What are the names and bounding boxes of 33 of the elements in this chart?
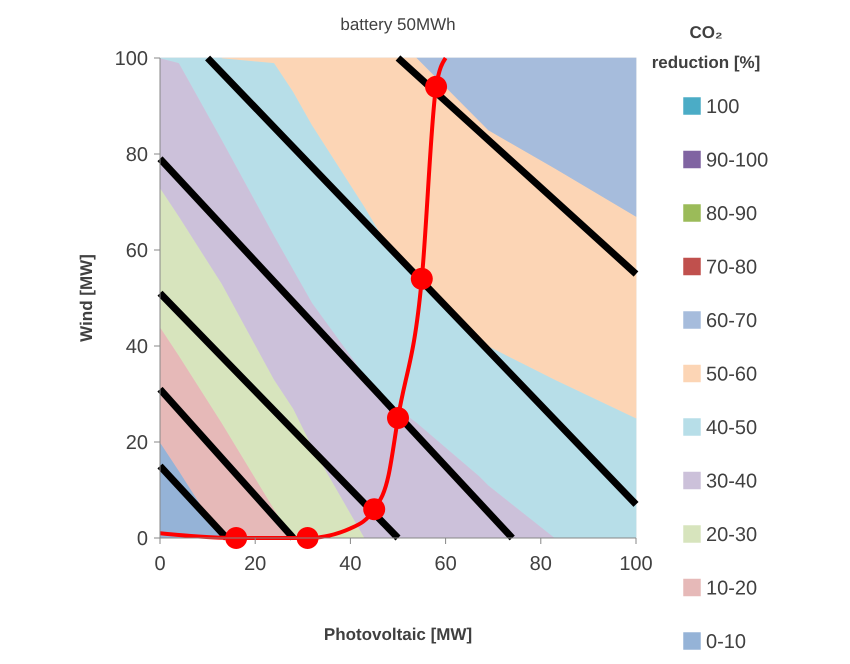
- legend-label: 0-10: [706, 631, 746, 653]
- x-tick-label: 0: [154, 553, 166, 575]
- y-tick-label: 0: [136, 528, 148, 550]
- point: [387, 407, 409, 429]
- legend-label: 100: [706, 96, 740, 118]
- y-tick-label: 20: [126, 432, 148, 454]
- legend-label: 70-80: [706, 256, 758, 278]
- legend-title: CO₂ reduction [%]: [652, 23, 760, 72]
- legend-label: 90-100: [706, 150, 768, 172]
- legend-label: 30-40: [706, 470, 758, 492]
- point: [410, 268, 433, 290]
- x-axis-title: Photovoltaic [MW]: [324, 625, 472, 644]
- y-tick-label: 80: [126, 144, 148, 166]
- legend-label: 80-90: [706, 203, 758, 225]
- point: [363, 498, 386, 520]
- point: [425, 76, 448, 98]
- point: [296, 527, 319, 549]
- legend-label: 50-60: [706, 364, 758, 386]
- y-tick-label: 100: [114, 48, 148, 70]
- y-tick-label: 40: [126, 336, 148, 358]
- x-tick-label: 20: [244, 553, 266, 575]
- x-tick-label: 80: [530, 553, 552, 575]
- point: [225, 527, 248, 549]
- x-tick-label: 40: [339, 553, 362, 575]
- y-axis-title: Wind [MW]: [77, 254, 96, 342]
- legend-label: 10-20: [706, 578, 758, 600]
- chart-title: battery 50MWh: [340, 15, 456, 34]
- legend-label: 20-30: [706, 524, 758, 546]
- legend-label: 60-70: [706, 310, 758, 332]
- legend-label: 40-50: [706, 417, 758, 439]
- y-tick-label: 60: [126, 240, 148, 262]
- x-tick-label: 60: [434, 553, 457, 575]
- x-tick-label: 100: [619, 553, 653, 575]
